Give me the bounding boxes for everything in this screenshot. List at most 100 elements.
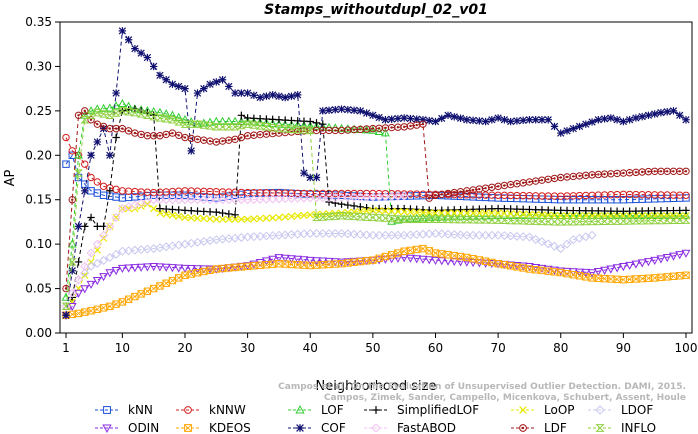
data-point [469,116,477,125]
data-point [62,284,70,293]
data-point [86,248,96,258]
data-point [131,44,139,53]
data-point [563,173,571,181]
legend-marker [103,406,111,414]
data-point [275,92,283,100]
data-point [425,116,433,125]
data-point [644,111,653,119]
data-point [199,121,209,129]
data-point [469,205,477,214]
data-point [111,212,121,222]
data-point [619,117,628,126]
data-point [261,194,271,204]
y-tick-label: 0.20 [25,148,52,162]
data-point [161,195,171,205]
data-point [99,255,109,265]
data-point [117,98,127,108]
data-point [181,84,189,93]
x-axis: 1 10 20 30 40 50 60 70 80 90 100 [62,333,697,355]
data-point [387,255,397,264]
data-point [206,215,214,223]
y-tick-label: 0.30 [25,59,52,73]
data-point [387,214,397,223]
data-point [613,207,621,215]
data-point [625,275,634,284]
data-point [330,212,340,220]
data-point [631,217,641,225]
data-point [356,107,365,115]
data-point [625,207,634,215]
data-point [556,244,566,254]
legend-label: KDEOS [209,421,251,434]
data-point [300,117,308,125]
data-point [255,258,265,268]
data-point [74,169,83,177]
data-point [513,117,521,125]
data-point [481,205,490,213]
data-point [582,120,590,128]
data-point [481,230,491,240]
data-point [569,124,577,133]
data-point [430,228,441,238]
data-point [331,105,339,114]
data-point [175,274,183,282]
data-point [449,215,459,224]
data-point [99,230,109,240]
data-point [149,62,158,71]
data-point [406,214,415,223]
data-point [62,133,70,142]
data-point [343,124,353,133]
data-point [268,231,278,241]
data-point [431,256,440,265]
data-point [443,229,453,239]
data-point [105,269,115,278]
data-point [124,127,133,135]
data-point [180,114,190,124]
data-point [380,128,390,137]
data-point [600,207,609,215]
data-point [481,216,491,224]
watermark-line-1: Campos et al. On the Evaluation of Unsup… [278,382,686,392]
data-point [400,208,408,216]
legend-item-cof: COF [288,421,346,434]
data-point [474,211,484,220]
data-point [475,117,484,125]
data-point [74,258,83,266]
data-point [93,120,102,128]
y-tick-label: 0.10 [25,237,52,251]
data-point [218,123,227,131]
data-point [374,214,384,222]
data-point [488,116,496,124]
legend-marker [519,424,527,432]
data-point [581,217,591,226]
data-point [93,222,102,231]
data-point [162,279,170,287]
data-point [494,114,502,122]
data-point [356,203,365,211]
data-point [537,237,547,247]
data-point [68,310,76,319]
data-point [344,201,352,209]
data-point [256,214,264,223]
data-point [538,206,546,214]
data-point [682,206,690,215]
data-point [287,116,296,125]
data-point [355,213,365,221]
data-point [86,261,96,271]
data-point [487,230,497,240]
data-point [557,206,565,215]
data-point [211,195,221,205]
data-point [463,209,471,217]
data-point [343,258,353,267]
data-point [293,229,303,239]
data-point [349,212,359,221]
data-point [218,195,228,205]
data-point [506,216,516,225]
data-point [255,194,265,204]
data-point [431,249,440,257]
data-point [349,229,359,239]
data-point [131,292,139,301]
data-point [86,111,96,119]
data-point [281,213,289,221]
data-point [224,116,234,125]
